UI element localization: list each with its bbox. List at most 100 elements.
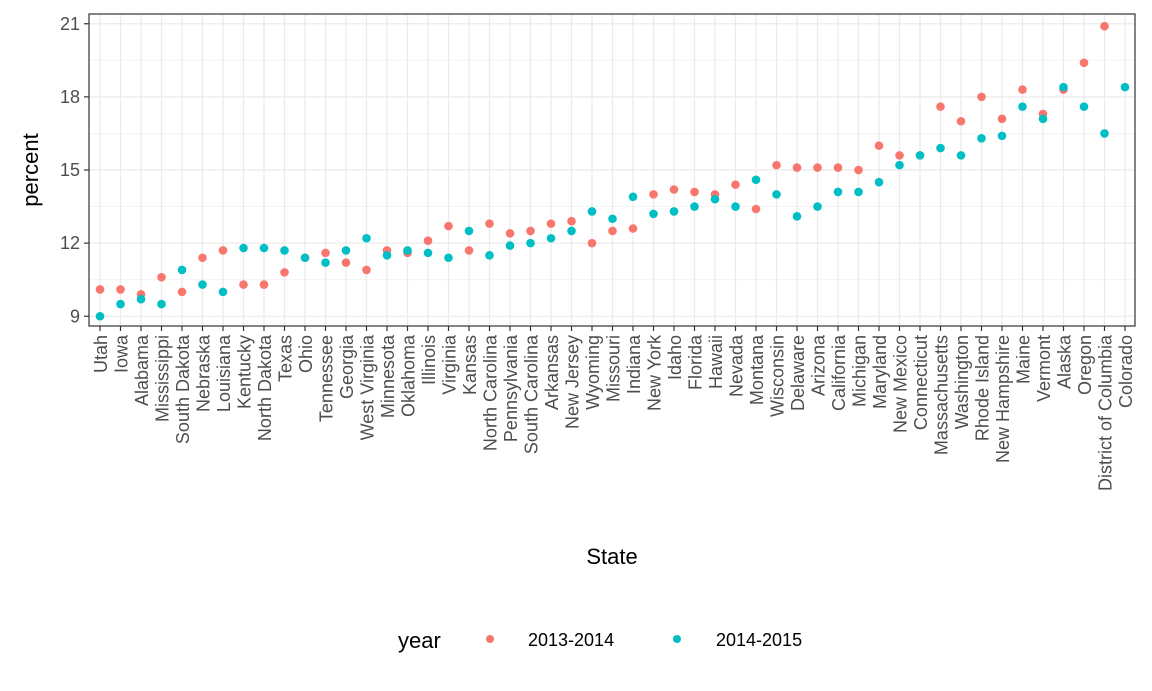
x-tick-labels: Utah Iowa Alabama Mississippi South Dakota Ne… bbox=[91, 334, 1136, 491]
point-2014-2015 bbox=[649, 209, 658, 219]
point-2014-2015 bbox=[239, 243, 248, 253]
x-tick-label: Arkansas bbox=[542, 335, 562, 410]
x-tick-label: Michigan bbox=[850, 335, 870, 407]
point-2014-2015 bbox=[997, 131, 1007, 141]
point-2014-2015 bbox=[854, 187, 863, 197]
x-tick-label: Massachusetts bbox=[932, 335, 952, 455]
point-2014-2015 bbox=[300, 253, 310, 263]
point-2014-2015 bbox=[977, 134, 986, 143]
x-tick-label: Maine bbox=[1014, 335, 1034, 384]
point-2013-2014 bbox=[895, 151, 904, 160]
point-2013-2014 bbox=[690, 187, 699, 197]
point-2014-2015 bbox=[526, 238, 535, 248]
x-tick-label: Pennsylvania bbox=[501, 334, 521, 442]
y-tick-label: 9 bbox=[70, 306, 80, 326]
point-2014-2015 bbox=[567, 226, 576, 236]
point-2014-2015 bbox=[1079, 102, 1089, 111]
legend: year 2013-2014 2014-2015 bbox=[398, 628, 802, 653]
point-2013-2014 bbox=[628, 224, 638, 233]
data-points bbox=[95, 21, 1130, 321]
point-2014-2015 bbox=[546, 233, 556, 243]
point-2014-2015 bbox=[813, 202, 822, 211]
point-2013-2014 bbox=[956, 116, 966, 126]
point-2014-2015 bbox=[423, 248, 433, 258]
point-2013-2014 bbox=[792, 163, 802, 172]
point-2014-2015 bbox=[218, 287, 228, 297]
legend-key-2013-2014 bbox=[486, 635, 494, 643]
x-tick-label: Georgia bbox=[337, 334, 357, 399]
x-tick-label: New Jersey bbox=[563, 335, 583, 429]
y-tick-label: 21 bbox=[60, 14, 80, 34]
point-2014-2015 bbox=[444, 253, 453, 263]
point-2014-2015 bbox=[362, 233, 371, 243]
point-2014-2015 bbox=[505, 241, 515, 250]
point-2013-2014 bbox=[874, 141, 884, 150]
point-2013-2014 bbox=[546, 219, 556, 228]
point-2014-2015 bbox=[874, 177, 884, 187]
x-tick-label: Minnesota bbox=[378, 334, 398, 418]
point-2014-2015 bbox=[1038, 114, 1048, 124]
point-2013-2014 bbox=[198, 253, 207, 263]
legend-title: year bbox=[398, 628, 441, 653]
x-tick-label: Nebraska bbox=[194, 334, 214, 412]
point-2014-2015 bbox=[1100, 129, 1109, 138]
x-tick-label: Kansas bbox=[460, 335, 480, 395]
point-2013-2014 bbox=[280, 268, 289, 277]
legend-key-2014-2015 bbox=[673, 635, 681, 643]
x-tick-label: North Carolina bbox=[481, 334, 501, 451]
y-tick-labels: 9 12 15 18 21 bbox=[60, 14, 80, 327]
point-2013-2014 bbox=[157, 272, 166, 282]
point-2014-2015 bbox=[321, 258, 330, 267]
point-2014-2015 bbox=[280, 246, 289, 255]
point-2013-2014 bbox=[997, 114, 1007, 124]
x-tick-label: Rhode Island bbox=[973, 335, 993, 441]
x-tick-label: Alabama bbox=[132, 334, 152, 406]
point-2014-2015 bbox=[259, 243, 269, 253]
x-tick-label: Nevada bbox=[727, 334, 747, 397]
point-2013-2014 bbox=[177, 287, 187, 297]
point-2013-2014 bbox=[977, 92, 986, 102]
point-2014-2015 bbox=[956, 151, 966, 160]
point-2013-2014 bbox=[444, 221, 453, 231]
point-2013-2014 bbox=[485, 219, 494, 228]
x-tick-label: Texas bbox=[276, 335, 296, 382]
point-2013-2014 bbox=[239, 280, 248, 289]
point-2013-2014 bbox=[1018, 85, 1027, 94]
point-2013-2014 bbox=[218, 246, 228, 255]
x-tick-label: Montana bbox=[747, 334, 767, 405]
x-tick-label: Alaska bbox=[1055, 334, 1075, 389]
point-2013-2014 bbox=[854, 165, 863, 175]
point-2014-2015 bbox=[177, 265, 187, 275]
point-2014-2015 bbox=[710, 194, 720, 204]
point-2013-2014 bbox=[362, 265, 371, 275]
point-2014-2015 bbox=[198, 280, 207, 289]
y-tick-label: 15 bbox=[60, 160, 80, 180]
point-2014-2015 bbox=[1059, 82, 1068, 92]
point-2014-2015 bbox=[690, 202, 699, 211]
x-tick-label: New Mexico bbox=[891, 335, 911, 433]
x-tick-label: District of Columbia bbox=[1096, 334, 1116, 491]
point-2014-2015 bbox=[403, 246, 412, 255]
x-tick-label: Wisconsin bbox=[768, 335, 788, 417]
x-tick-label: Tennessee bbox=[317, 335, 337, 422]
x-axis-title: State bbox=[586, 544, 637, 569]
y-tick-label: 12 bbox=[60, 233, 80, 253]
point-2014-2015 bbox=[382, 251, 392, 260]
point-2013-2014 bbox=[464, 246, 474, 255]
point-2014-2015 bbox=[792, 212, 802, 221]
x-tick-label: Washington bbox=[952, 335, 972, 429]
y-tick-label: 18 bbox=[60, 87, 80, 107]
x-tick-label: Illinois bbox=[419, 335, 439, 385]
point-2013-2014 bbox=[833, 163, 843, 172]
point-2013-2014 bbox=[567, 216, 576, 226]
point-2013-2014 bbox=[526, 226, 535, 236]
point-2013-2014 bbox=[813, 163, 822, 172]
point-2014-2015 bbox=[833, 187, 843, 197]
point-2013-2014 bbox=[1100, 21, 1109, 31]
major-gridlines bbox=[89, 14, 1135, 326]
point-2013-2014 bbox=[1079, 58, 1089, 68]
point-2013-2014 bbox=[116, 285, 125, 294]
x-tick-label: North Dakota bbox=[255, 334, 275, 441]
point-2013-2014 bbox=[936, 102, 945, 111]
